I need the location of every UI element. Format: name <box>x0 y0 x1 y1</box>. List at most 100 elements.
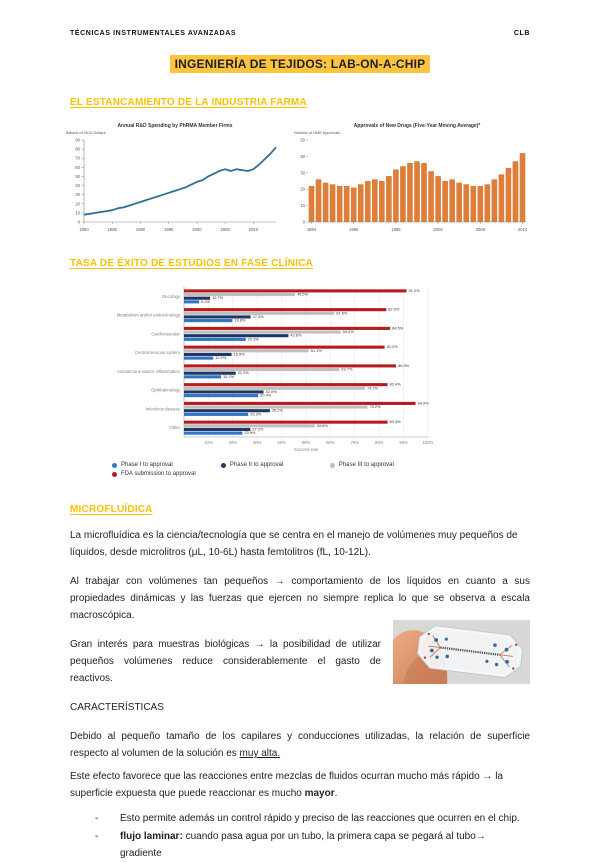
svg-text:Annual R&D Spending by PhRMA M: Annual R&D Spending by PhRMA Member Firm… <box>117 123 232 129</box>
svg-text:64.2%: 64.2% <box>343 329 355 334</box>
bullet-control-rapido: - Esto permite además un control rápido … <box>95 810 530 827</box>
svg-text:2010: 2010 <box>249 227 259 232</box>
svg-text:Approvals of New Drugs (Five-Y: Approvals of New Drugs (Five-Year Moving… <box>354 123 481 129</box>
svg-text:60: 60 <box>75 165 80 170</box>
legend-dot-icon <box>112 471 117 477</box>
svg-text:2014: 2014 <box>518 227 528 232</box>
rd-spending-line-chart: Annual R&D Spending by PhRMA Member Firm… <box>66 123 277 232</box>
svg-text:27.3%: 27.3% <box>253 314 265 319</box>
svg-text:90%: 90% <box>399 440 408 445</box>
svg-text:50: 50 <box>75 174 80 179</box>
bullet-text: Esto permite además un control rápido y … <box>120 813 520 824</box>
bullet-flujo-laminar: - flujo laminar: cuando pasa agua por un… <box>95 828 530 862</box>
svg-text:2002: 2002 <box>433 227 443 232</box>
svg-text:10%: 10% <box>204 440 213 445</box>
svg-text:51.1%: 51.1% <box>311 348 323 353</box>
svg-text:63.7%: 63.7% <box>341 367 353 372</box>
svg-text:30: 30 <box>300 170 305 175</box>
svg-text:21.2%: 21.2% <box>238 370 250 375</box>
legend-item: Phase II to approval <box>220 462 330 468</box>
subheading-caracteristicas: CARACTERÍSTICAS <box>70 702 164 713</box>
svg-text:74.2%: 74.2% <box>367 385 379 390</box>
svg-text:1985: 1985 <box>108 227 118 232</box>
legend-dot-icon <box>112 462 117 468</box>
svg-text:Ophthalmology: Ophthalmology <box>151 388 181 393</box>
svg-text:0: 0 <box>303 220 306 225</box>
svg-text:70%: 70% <box>351 440 360 445</box>
svg-text:1990: 1990 <box>349 227 359 232</box>
legend-dot-icon <box>220 462 226 468</box>
svg-text:Billions of 2010 Dollars: Billions of 2010 Dollars <box>66 130 106 135</box>
svg-text:Infectious disease: Infectious disease <box>146 406 181 411</box>
title-row: INGENIERÍA DE TEJIDOS: LAB-ON-A-CHIP <box>70 55 530 73</box>
legend-label: FDA submission to approval <box>121 471 196 477</box>
paragraph-comportamiento: Al trabajar con volúmenes tan pequeños →… <box>70 576 530 621</box>
svg-text:2008: 2008 <box>476 227 486 232</box>
svg-text:75.2%: 75.2% <box>369 404 381 409</box>
svg-text:1984: 1984 <box>307 227 317 232</box>
svg-text:83.4%: 83.4% <box>390 419 402 424</box>
chip-photo-graphic <box>393 620 530 684</box>
legend-item: Phase I to approval <box>112 462 221 468</box>
svg-text:82.9%: 82.9% <box>388 307 400 312</box>
svg-text:60%: 60% <box>326 440 335 445</box>
legend-item: Phase III to approval <box>329 462 439 468</box>
svg-text:2000: 2000 <box>192 227 202 232</box>
svg-text:1980: 1980 <box>79 227 89 232</box>
svg-text:32.6%: 32.6% <box>266 389 278 394</box>
svg-text:2005: 2005 <box>221 227 231 232</box>
legend-label: Phase I to approval <box>121 462 173 468</box>
svg-text:40: 40 <box>300 154 305 159</box>
svg-text:100%: 100% <box>423 440 434 445</box>
svg-text:80%: 80% <box>375 440 384 445</box>
svg-text:10.7%: 10.7% <box>212 295 224 300</box>
svg-text:53.6%: 53.6% <box>317 423 329 428</box>
svg-text:1990: 1990 <box>136 227 146 232</box>
svg-text:94.9%: 94.9% <box>418 400 430 405</box>
svg-text:50%: 50% <box>302 440 311 445</box>
section-heading-microfluidica: MICROFLUÍDICA <box>70 504 153 515</box>
chart-legend: Phase I to approval Phase II to approval P… <box>112 462 442 480</box>
paragraph-superficie-volumen: Debido al pequeño tamaño de los capilare… <box>70 731 530 759</box>
svg-text:27.2%: 27.2% <box>252 426 264 431</box>
legend-item: FDA submission to approval <box>112 471 221 477</box>
svg-text:10: 10 <box>75 210 80 215</box>
svg-text:26.3%: 26.3% <box>250 411 262 416</box>
svg-text:23.9%: 23.9% <box>244 430 256 435</box>
svg-text:19.8%: 19.8% <box>234 318 246 323</box>
svg-text:1996: 1996 <box>391 227 401 232</box>
svg-text:10: 10 <box>300 203 305 208</box>
svg-text:20%: 20% <box>229 440 238 445</box>
svg-text:Central nervous system: Central nervous system <box>135 350 181 355</box>
svg-text:82.2%: 82.2% <box>387 344 399 349</box>
svg-text:30: 30 <box>75 192 80 197</box>
legend-label: Phase II to approval <box>229 462 284 468</box>
clinical-success-figure: 10% 20% 30% 40% 50% 60% 70% 80% 90% 100% Success r… <box>98 285 530 480</box>
svg-text:40%: 40% <box>277 440 286 445</box>
underlined-muy-alta: muy alta. <box>239 748 281 759</box>
bullet-dash: - <box>95 813 99 824</box>
svg-text:50: 50 <box>300 138 305 143</box>
page-header: TÉCNICAS INSTRUMENTALES AVANZADAS CLB <box>70 30 530 37</box>
svg-text:90: 90 <box>75 138 80 143</box>
header-course-title: TÉCNICAS INSTRUMENTALES AVANZADAS <box>70 30 237 37</box>
svg-text:91.2%: 91.2% <box>409 288 421 293</box>
svg-text:6.2%: 6.2% <box>201 299 210 304</box>
svg-text:Oncology: Oncology <box>162 294 181 299</box>
legend-dot-icon <box>329 462 335 468</box>
svg-text:86.9%: 86.9% <box>398 363 410 368</box>
clinical-success-hbar-chart: 10% 20% 30% 40% 50% 60% 70% 80% 90% 100% Success r… <box>117 287 434 452</box>
svg-text:70: 70 <box>75 156 80 161</box>
page-title: INGENIERÍA DE TEJIDOS: LAB-ON-A-CHIP <box>169 55 431 73</box>
svg-text:45.5%: 45.5% <box>297 292 309 297</box>
svg-text:0: 0 <box>78 220 81 225</box>
pharma-charts-figure: Annual R&D Spending by PhRMA Member Firm… <box>64 120 530 234</box>
svg-text:20: 20 <box>75 201 80 206</box>
paragraph-interes-biologicas: Gran interés para muestras biológicas → … <box>70 639 381 684</box>
section-heading-estancamiento: EL ESTANCAMIENTO DE LA INDUSTRIA FARMA <box>70 97 307 108</box>
svg-text:Autoimmune and/or inflammation: Autoimmune and/or inflammation <box>117 369 181 374</box>
svg-text:61.6%: 61.6% <box>336 310 348 315</box>
section-heading-tasa-exito: TASA DE ÉXITO DE ESTUDIOS EN FASE CLÍNIC… <box>70 258 314 269</box>
header-author-initials: CLB <box>513 30 530 37</box>
